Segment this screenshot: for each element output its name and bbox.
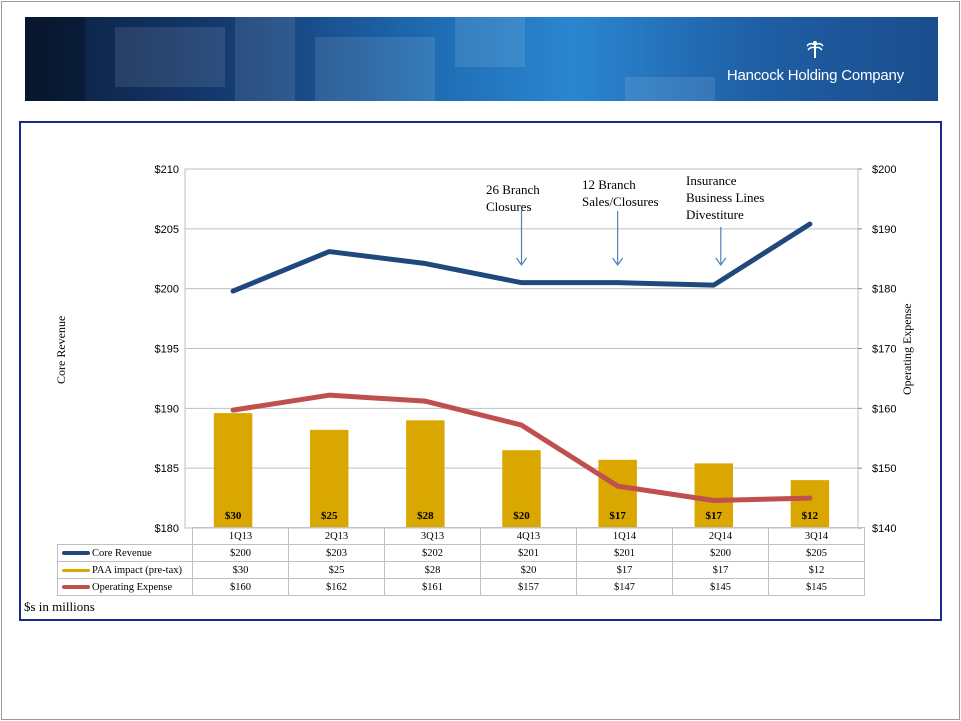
legend-label: PAA impact (pre-tax) [92,564,183,576]
table-cell: $28 [384,561,481,579]
bar-data-label: $20 [513,510,530,522]
y-left-axis-label: Core Revenue [54,315,68,384]
table-header-cell: 2Q13 [288,527,385,545]
annotation-arrowhead [516,257,527,267]
table-row-paa-impact: PAA impact (pre-tax) $30 $25 $28 $20 $17… [57,561,865,579]
y-left-tick-label: $200 [155,284,179,296]
data-table: 1Q13 2Q13 3Q13 4Q13 1Q14 2Q14 3Q14 Core … [57,527,865,596]
legend-swatch-opex [62,585,90,590]
y-left-tick-label: $205 [155,224,179,236]
table-cell: $20 [480,561,577,579]
table-header-cell: 1Q14 [576,527,673,545]
y-right-tick-label: $180 [872,284,896,296]
table-cell: $160 [192,578,289,596]
bar-data-label: $28 [417,510,434,522]
y-right-tick-label: $190 [872,224,896,236]
annotation-arrowhead [715,257,727,267]
table-cell: $200 [672,544,769,562]
tree-icon [806,41,825,58]
table-cell: $202 [384,544,481,562]
y-right-tick-label: $200 [872,164,896,176]
bar-paa-impact [694,463,734,528]
legend-swatch-paa [62,568,90,572]
bar-data-label: $17 [706,510,723,522]
table-header-cell: 3Q14 [768,527,865,545]
table-cell: $201 [480,544,577,562]
table-cell: $162 [288,578,385,596]
chart-frame [19,121,942,621]
bar-data-label: $12 [802,510,819,522]
y-right-tick-label: $170 [872,344,896,356]
company-logo: Hancock Holding Company [727,40,904,84]
y-left-tick-label: $210 [155,164,179,176]
footnote: $s in millions [24,599,95,614]
annotation-12-branch: 12 Branch Sales/Closures [582,177,659,209]
header-banner: Hancock Holding Company [25,17,938,101]
table-cell: $30 [192,561,289,579]
table-row-operating-expense: Operating Expense $160 $162 $161 $157 $1… [57,578,865,596]
y-left-tick-label: $190 [155,403,179,415]
table-cell: $25 [288,561,385,579]
table-cell: $201 [576,544,673,562]
bar-paa-impact [790,480,830,528]
table-cell: $161 [384,578,481,596]
table-cell: $145 [672,578,769,596]
y-left-tick-label: $195 [155,344,179,356]
table-cell: $200 [192,544,289,562]
table-header-cell: 1Q13 [192,527,289,545]
table-header-cell: 3Q13 [384,527,481,545]
y-left-tick-label: $180 [155,523,179,535]
y-left-tick-label: $185 [155,463,179,475]
bar-data-label: $25 [321,510,338,522]
table-header-cell: 4Q13 [480,527,577,545]
table-cell: $145 [768,578,865,596]
y-right-tick-label: $160 [872,403,896,415]
annotation-insurance: Insurance Business Lines Divestiture [686,173,765,222]
y-right-axis-label: Operating Expense [900,303,914,395]
table-cell: $147 [576,578,673,596]
bar-paa-impact [213,413,253,528]
bar-paa-impact [598,459,637,528]
bar-data-label: $30 [225,510,242,522]
legend-label: Core Revenue [92,547,152,559]
bar-paa-impact [502,450,541,528]
table-row-core-revenue: Core Revenue $200 $203 $202 $201 $201 $2… [57,544,865,562]
y-right-tick-label: $140 [872,523,896,535]
company-name: Hancock Holding Company [726,67,904,84]
annotation-arrowhead [612,257,624,267]
y-right-tick-label: $150 [872,463,896,475]
legend-swatch-core-revenue [62,551,90,556]
table-cell: $157 [480,578,577,596]
table-cell: $17 [672,561,769,579]
legend-label: Operating Expense [92,581,173,593]
table-cell: $205 [768,544,865,562]
table-cell: $203 [288,544,385,562]
annotation-26-branch: 26 Branch Closures [486,182,540,214]
table-header-row: 1Q13 2Q13 3Q13 4Q13 1Q14 2Q14 3Q14 [58,527,865,545]
bar-data-label: $17 [609,510,626,522]
table-header-cell: 2Q14 [672,527,769,545]
bar-paa-impact [406,420,445,528]
bar-paa-impact [309,429,349,528]
table-cell: $17 [576,561,673,579]
table-cell: $12 [768,561,865,579]
